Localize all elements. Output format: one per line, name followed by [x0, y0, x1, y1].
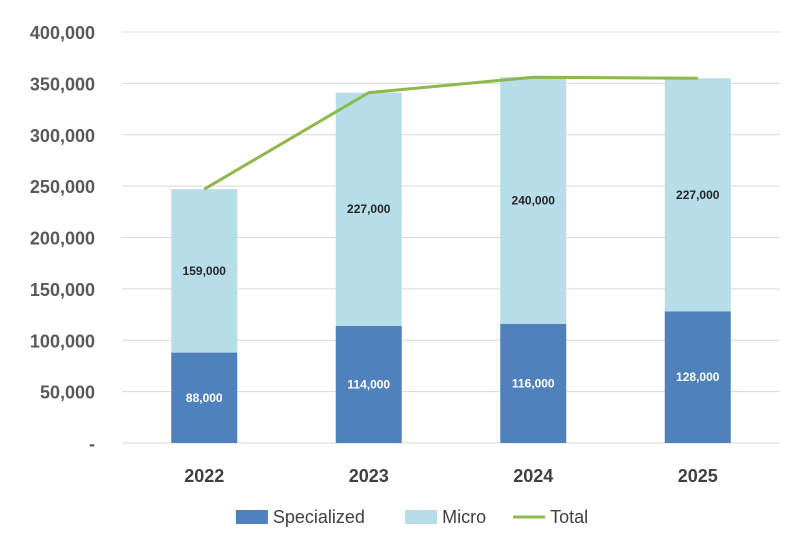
legend: Specialized Micro Total: [235, 507, 588, 527]
bar-specialized-2022: [171, 352, 238, 443]
legend-label-specialized: Specialized: [273, 507, 365, 527]
legend-swatch-micro: [405, 510, 438, 524]
y-tick-label: 350,000: [30, 74, 95, 94]
bar-micro-2025: [664, 78, 731, 312]
y-tick-label: 50,000: [40, 383, 95, 403]
data-label-micro-2024: 240,000: [512, 194, 556, 208]
x-tick-label: 2022: [184, 466, 224, 486]
legend-label-total: Total: [550, 507, 588, 527]
y-tick-label: 250,000: [30, 177, 95, 197]
legend-label-micro: Micro: [442, 507, 486, 527]
data-label-specialized-2023: 114,000: [347, 377, 390, 391]
x-axis-ticks: 2022 2023 2024 2025: [184, 466, 718, 486]
data-label-micro-2022: 159,000: [183, 264, 227, 278]
total-line-layer: [203, 75, 698, 191]
y-tick-label: 300,000: [30, 126, 95, 146]
data-labels: 88,000 159,000 114,000 227,000 116,000 240,00…: [183, 188, 720, 405]
data-label-micro-2025: 227,000: [676, 188, 720, 202]
legend-swatch-specialized: [235, 510, 268, 524]
bar-micro-2023: [335, 92, 402, 326]
data-label-specialized-2024: 116,000: [512, 376, 555, 390]
data-label-micro-2023: 227,000: [347, 202, 391, 216]
x-tick-label: 2025: [678, 466, 718, 486]
y-tick-label: -: [89, 434, 95, 454]
bars: [171, 77, 731, 443]
y-tick-label: 200,000: [30, 229, 95, 249]
y-axis-ticks: - 50,000 100,000 150,000 200,000 250,000 300,0…: [30, 23, 95, 454]
x-tick-label: 2023: [349, 466, 389, 486]
x-tick-label: 2024: [513, 466, 553, 486]
bar-specialized-2025: [664, 311, 731, 443]
bar-specialized-2023: [335, 325, 402, 443]
bar-micro-2024: [500, 77, 567, 324]
y-tick-label: 400,000: [30, 23, 95, 43]
data-label-specialized-2022: 88,000: [186, 391, 223, 405]
data-label-specialized-2025: 128,000: [676, 370, 720, 384]
y-tick-label: 150,000: [30, 280, 95, 300]
bar-specialized-2024: [500, 323, 567, 443]
y-tick-label: 100,000: [30, 331, 95, 351]
bar-micro-2022: [171, 189, 238, 353]
series-line-total: [203, 75, 698, 191]
